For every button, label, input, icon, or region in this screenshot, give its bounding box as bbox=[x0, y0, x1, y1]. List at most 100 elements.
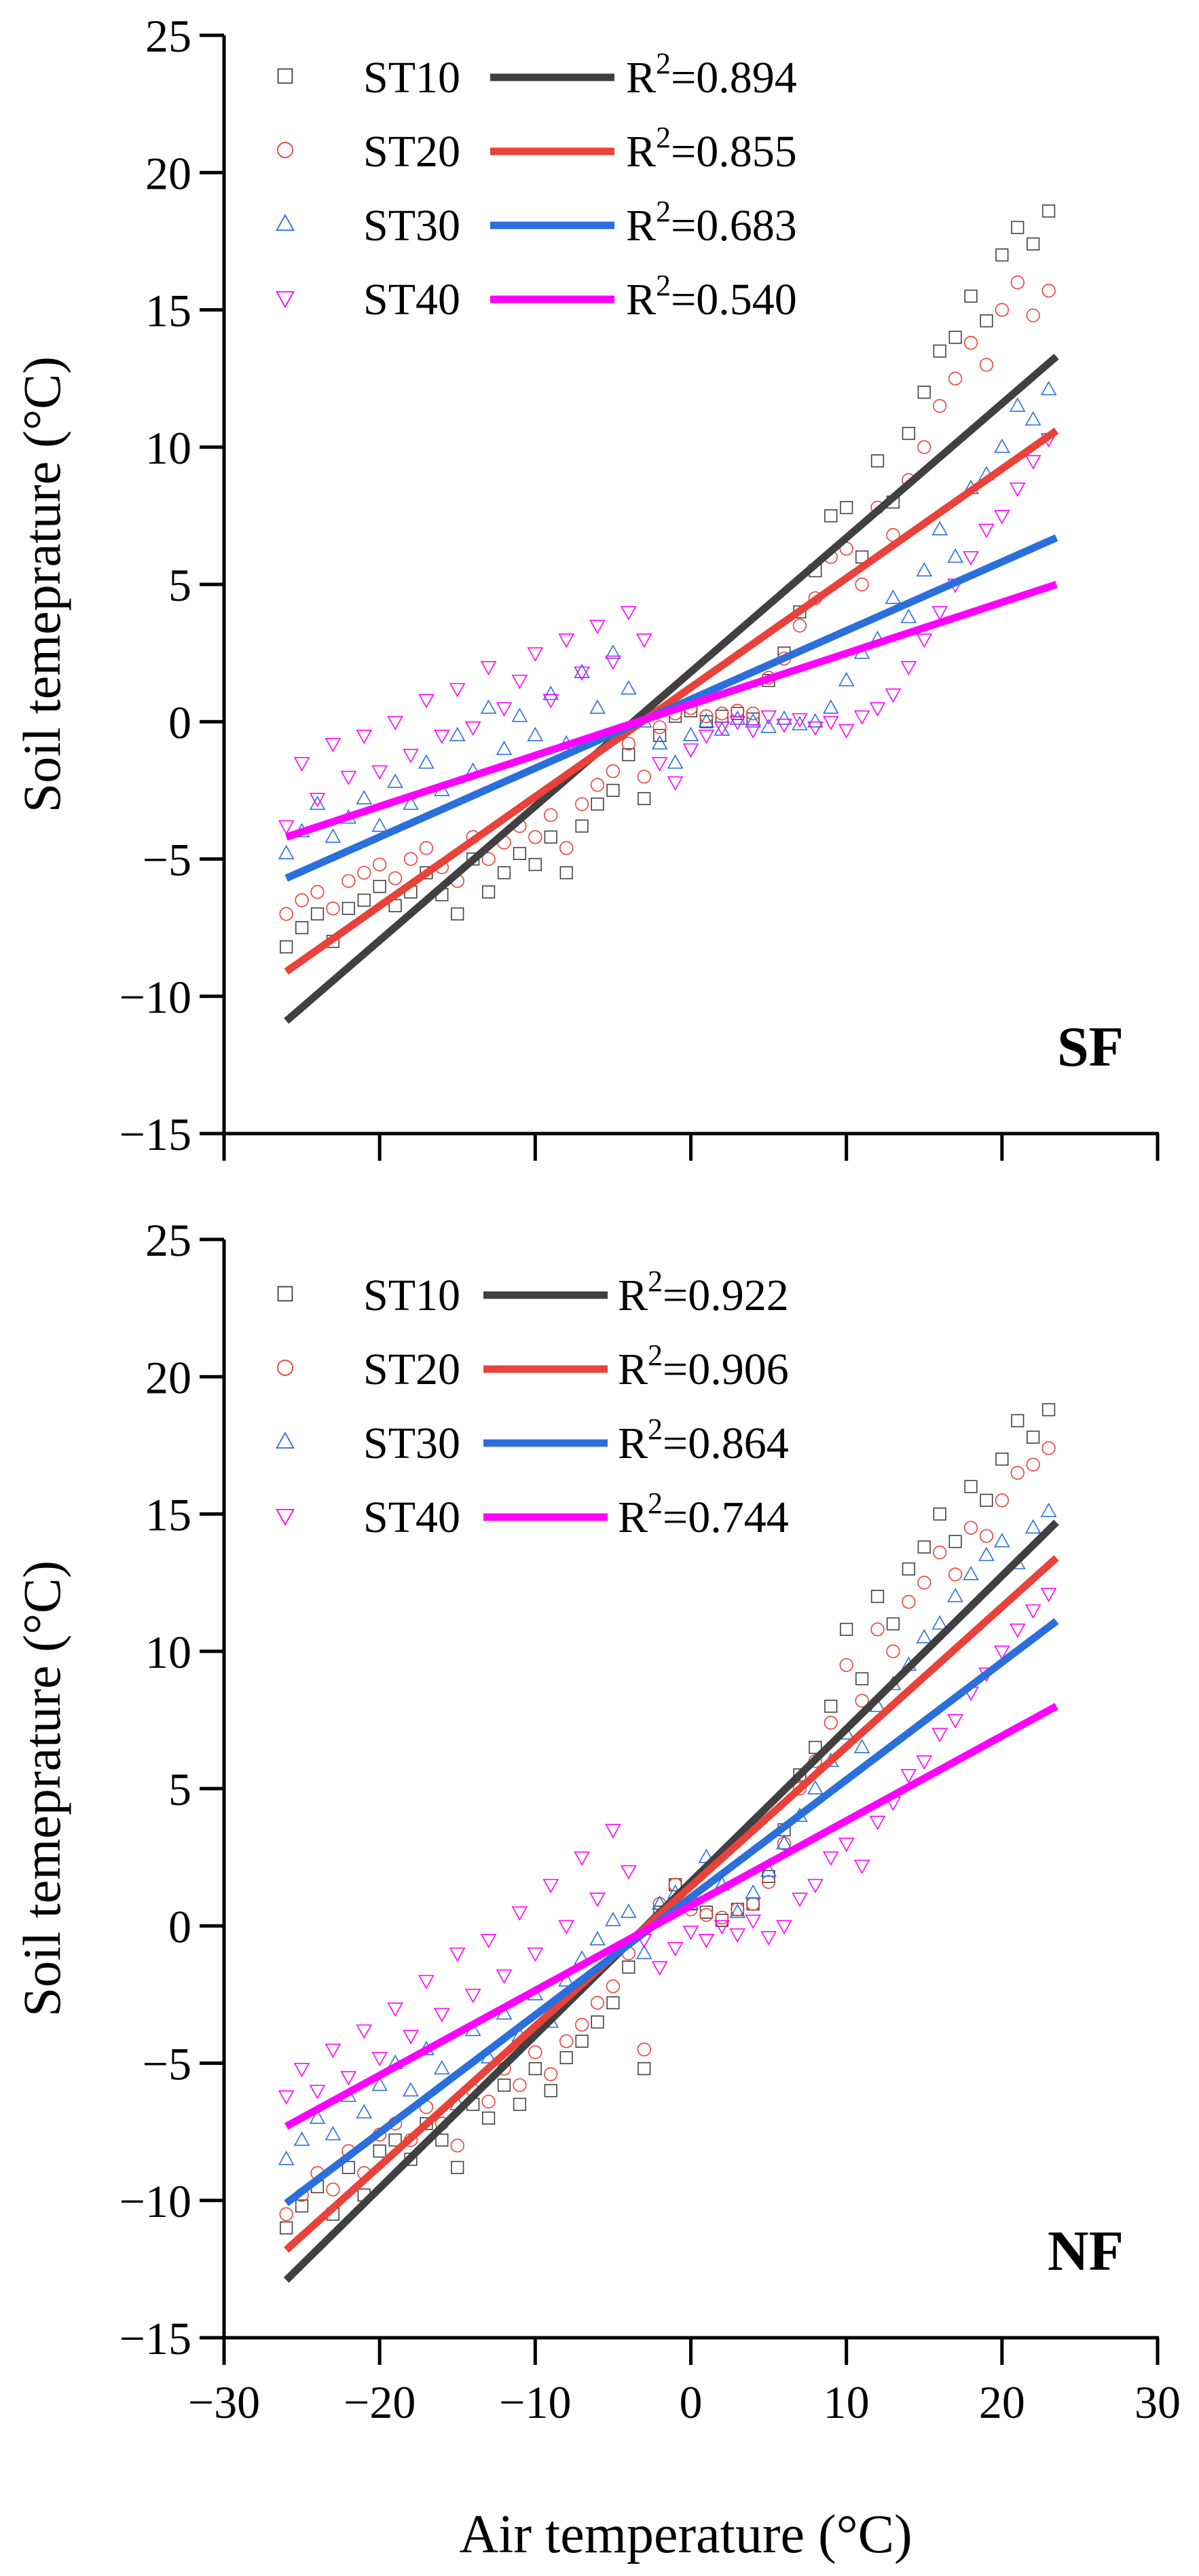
point-st30 bbox=[356, 2104, 373, 2118]
point-st20 bbox=[855, 577, 869, 592]
point-st40 bbox=[434, 2008, 450, 2023]
point-st40 bbox=[729, 1928, 746, 1943]
point-st30 bbox=[496, 741, 513, 755]
point-st30 bbox=[1009, 397, 1026, 412]
legend-marker-st40 bbox=[276, 291, 295, 308]
point-st40 bbox=[293, 757, 310, 772]
legend-label-st20: ST20 bbox=[363, 1345, 460, 1394]
point-st30 bbox=[729, 710, 746, 725]
point-st10 bbox=[948, 1535, 962, 1548]
point-st30 bbox=[776, 710, 792, 725]
point-st40 bbox=[325, 738, 342, 753]
point-st20 bbox=[326, 2182, 340, 2197]
point-st20 bbox=[917, 1575, 931, 1590]
point-st10 bbox=[809, 1740, 822, 1754]
y-tick-label: −10 bbox=[119, 971, 191, 1023]
point-st10 bbox=[435, 2133, 449, 2147]
point-st40 bbox=[356, 2024, 373, 2039]
point-st10 bbox=[933, 344, 946, 358]
point-st10 bbox=[980, 314, 993, 328]
point-st10 bbox=[870, 1590, 885, 1603]
point-st30 bbox=[589, 699, 606, 714]
point-st40 bbox=[542, 694, 559, 709]
point-st10 bbox=[373, 880, 386, 893]
y-tick-label: −15 bbox=[119, 1108, 191, 1160]
point-st40 bbox=[496, 1969, 513, 1984]
legend-label-st20: ST20 bbox=[363, 127, 460, 176]
point-st20 bbox=[715, 1910, 729, 1925]
point-st10 bbox=[513, 2097, 527, 2111]
point-st40 bbox=[698, 729, 715, 745]
point-st20 bbox=[995, 1493, 1009, 1508]
point-st40 bbox=[931, 605, 948, 621]
point-st30 bbox=[651, 734, 668, 750]
x-tick-label: 20 bbox=[979, 2376, 1025, 2428]
point-st40 bbox=[387, 2002, 403, 2017]
point-st10 bbox=[295, 2199, 309, 2213]
point-st40 bbox=[309, 2085, 326, 2099]
point-st10 bbox=[699, 1905, 714, 1919]
point-st10 bbox=[653, 728, 667, 743]
point-st20 bbox=[668, 1878, 682, 1892]
point-st20 bbox=[403, 852, 418, 866]
y-axis-title: Soil temeprature (°C) bbox=[12, 356, 71, 813]
point-st40 bbox=[574, 666, 590, 682]
y-tick-label: −15 bbox=[119, 2313, 191, 2364]
point-st40 bbox=[309, 793, 326, 808]
point-st40 bbox=[994, 510, 1010, 525]
point-st30 bbox=[574, 663, 590, 678]
point-st10 bbox=[513, 846, 527, 861]
point-st10 bbox=[481, 885, 496, 899]
point-st10 bbox=[575, 2034, 589, 2048]
point-st10 bbox=[357, 893, 371, 907]
point-st20 bbox=[715, 706, 729, 721]
legend-marker-st10 bbox=[277, 1286, 293, 1302]
legend-r2-st10: R2=0.894 bbox=[626, 47, 797, 102]
point-st10 bbox=[310, 907, 325, 920]
legend-r2-st30: R2=0.683 bbox=[626, 195, 797, 250]
legend-label-st40: ST40 bbox=[363, 275, 460, 324]
point-st40 bbox=[635, 633, 652, 648]
point-st20 bbox=[606, 1979, 621, 1994]
point-st40 bbox=[371, 2051, 388, 2067]
point-st30 bbox=[838, 671, 855, 687]
point-st40 bbox=[1009, 1623, 1026, 1639]
point-st40 bbox=[480, 660, 497, 675]
point-st30 bbox=[994, 1533, 1010, 1548]
point-st30 bbox=[621, 680, 637, 695]
point-st30 bbox=[403, 795, 419, 810]
point-st30 bbox=[994, 438, 1010, 453]
point-st10 bbox=[840, 1622, 853, 1636]
legend-label-st40: ST40 bbox=[363, 1493, 460, 1542]
point-st10 bbox=[559, 866, 573, 880]
point-st10 bbox=[497, 2078, 511, 2092]
fit-line-st10 bbox=[284, 354, 1059, 1024]
point-st10 bbox=[280, 940, 293, 954]
point-st10 bbox=[964, 1480, 978, 1493]
point-st40 bbox=[449, 683, 466, 698]
y-tick-label: 5 bbox=[168, 1763, 191, 1815]
point-st40 bbox=[605, 1824, 621, 1839]
point-st10 bbox=[1011, 1414, 1025, 1427]
point-st40 bbox=[698, 1933, 715, 1949]
point-st30 bbox=[745, 713, 761, 728]
point-st30 bbox=[371, 2076, 388, 2091]
point-st40 bbox=[869, 1816, 886, 1831]
point-st20 bbox=[792, 1781, 807, 1796]
point-st40 bbox=[714, 1920, 731, 1935]
point-st20 bbox=[933, 398, 947, 413]
point-st40 bbox=[900, 1769, 917, 1784]
point-st20 bbox=[917, 440, 931, 454]
point-st40 bbox=[558, 633, 574, 648]
point-st10 bbox=[373, 2144, 386, 2158]
point-st30 bbox=[325, 828, 342, 843]
point-st10 bbox=[1027, 1430, 1040, 1444]
point-st40 bbox=[278, 2090, 295, 2105]
legend: ST10 R2=0.894 ST20 R2=0.855 ST30 R2=0.683 ST40… bbox=[276, 47, 797, 324]
y-tick-label: 10 bbox=[145, 1626, 191, 1678]
point-st20 bbox=[326, 901, 340, 916]
point-st40 bbox=[682, 743, 699, 758]
point-st30 bbox=[807, 713, 824, 728]
point-st10 bbox=[591, 798, 604, 811]
